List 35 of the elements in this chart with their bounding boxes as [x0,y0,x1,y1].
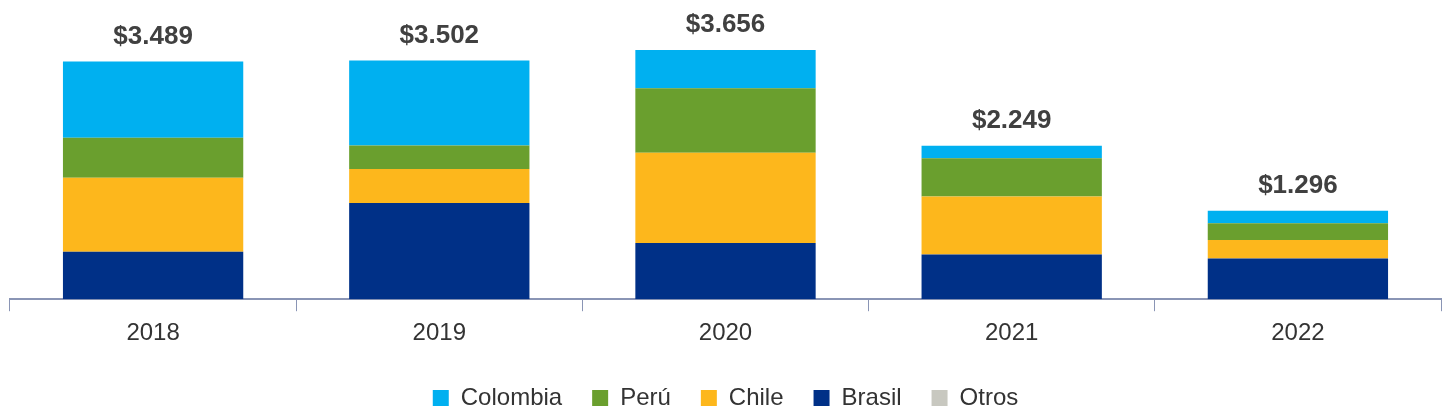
bar [349,203,530,300]
annotation: $3.489 [113,19,193,50]
legend-label: Perú [620,382,671,410]
bar [921,196,1102,255]
x-tick-label: 2022 [1271,318,1325,346]
x-tick-label: 2018 [126,318,180,346]
bar [921,145,1102,159]
bar [349,169,530,204]
bar [62,137,244,178]
bar [635,242,816,300]
bar [349,145,530,170]
bar [62,61,244,138]
bar [1207,223,1389,240]
annotation: $1.296 [1258,168,1338,199]
bar [635,152,816,243]
x-tick-label: 2021 [985,318,1039,346]
bar [349,60,530,146]
annotation: $2.249 [971,103,1052,134]
annotation: $3.502 [399,18,480,49]
bar [921,158,1102,197]
bar [635,88,816,153]
bar [62,251,244,300]
legend-label: Brasil [841,382,902,410]
annotation: $3.656 [685,8,766,39]
bar [1207,210,1389,224]
legend-label: Chile [728,382,784,410]
bar [62,177,244,252]
legend-label: Otros [959,382,1019,410]
x-tick-label: 2019 [412,318,466,346]
x-tick-label: 2020 [698,318,753,346]
bar [1207,239,1389,259]
legend-label: Colombia [460,382,563,410]
bar [635,50,816,89]
bar [921,254,1102,300]
bar [1207,258,1389,300]
